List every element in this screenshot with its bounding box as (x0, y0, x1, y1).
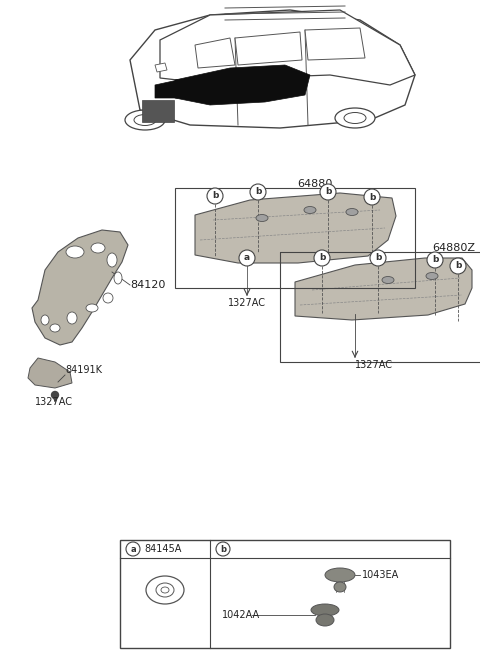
Ellipse shape (114, 272, 122, 284)
Ellipse shape (426, 272, 438, 279)
Ellipse shape (41, 315, 49, 325)
Text: 64880: 64880 (297, 179, 333, 189)
Circle shape (239, 250, 255, 266)
Bar (280, 252, 480, 362)
Polygon shape (305, 28, 365, 60)
Polygon shape (142, 100, 174, 122)
Circle shape (250, 184, 266, 200)
Ellipse shape (346, 209, 358, 216)
Text: b: b (375, 253, 381, 262)
Text: 1327AC: 1327AC (228, 298, 266, 308)
Bar (175, 188, 415, 288)
Ellipse shape (335, 108, 375, 128)
Text: 1042AA: 1042AA (222, 610, 260, 620)
Ellipse shape (103, 293, 113, 303)
Ellipse shape (316, 614, 334, 626)
Text: b: b (212, 192, 218, 201)
Text: b: b (319, 253, 325, 262)
Ellipse shape (325, 568, 355, 582)
Text: b: b (369, 192, 375, 201)
Text: 1327AC: 1327AC (35, 397, 73, 407)
Text: 84191K: 84191K (65, 365, 102, 375)
Polygon shape (295, 258, 472, 320)
Text: 84120: 84120 (130, 280, 166, 290)
Text: a: a (130, 544, 136, 554)
Circle shape (314, 250, 330, 266)
Ellipse shape (66, 246, 84, 258)
Ellipse shape (50, 324, 60, 332)
Text: b: b (220, 544, 226, 554)
Ellipse shape (344, 112, 366, 123)
Ellipse shape (86, 304, 98, 312)
Polygon shape (195, 193, 396, 263)
Polygon shape (130, 10, 415, 128)
Circle shape (216, 542, 230, 556)
Circle shape (126, 542, 140, 556)
Ellipse shape (125, 110, 165, 130)
Circle shape (207, 188, 223, 204)
Ellipse shape (161, 587, 169, 593)
Text: 1327AC: 1327AC (355, 360, 393, 370)
Text: b: b (455, 262, 461, 270)
Circle shape (450, 258, 466, 274)
Circle shape (370, 250, 386, 266)
Ellipse shape (91, 243, 105, 253)
Ellipse shape (156, 583, 174, 597)
Polygon shape (28, 358, 72, 388)
Polygon shape (160, 10, 415, 85)
Polygon shape (175, 65, 310, 105)
Ellipse shape (256, 215, 268, 222)
Ellipse shape (67, 312, 77, 324)
Ellipse shape (334, 582, 346, 592)
Circle shape (320, 184, 336, 200)
Ellipse shape (107, 253, 117, 267)
Ellipse shape (382, 276, 394, 283)
Ellipse shape (304, 207, 316, 213)
Text: 64880Z: 64880Z (432, 243, 475, 253)
Ellipse shape (146, 576, 184, 604)
Bar (120, 540, 450, 648)
Circle shape (427, 252, 443, 268)
Polygon shape (32, 230, 128, 345)
Text: b: b (325, 188, 331, 197)
Circle shape (51, 392, 59, 398)
Polygon shape (155, 63, 167, 72)
Text: a: a (244, 253, 250, 262)
Circle shape (364, 189, 380, 205)
Polygon shape (195, 38, 235, 68)
Polygon shape (235, 32, 302, 65)
Text: b: b (432, 255, 438, 264)
Text: 1043EA: 1043EA (362, 570, 399, 580)
Polygon shape (155, 80, 178, 98)
Text: 84145A: 84145A (144, 544, 181, 554)
Ellipse shape (134, 115, 156, 125)
Text: b: b (255, 188, 261, 197)
Ellipse shape (311, 604, 339, 616)
